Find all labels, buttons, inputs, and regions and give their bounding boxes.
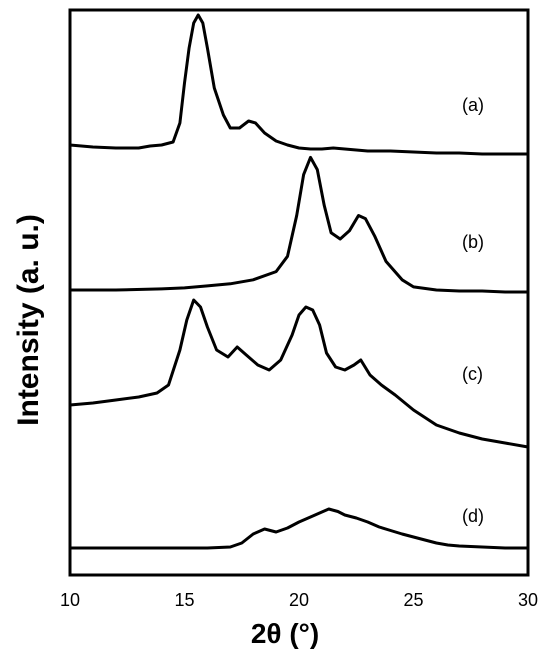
series-b-line: [68, 155, 530, 294]
series-label-c: (c): [462, 364, 483, 384]
series-c-line: [68, 298, 530, 449]
series-label-d: (d): [462, 506, 484, 526]
series-d-line: [68, 507, 530, 550]
series-group: [68, 13, 530, 550]
x-axis-title: 2θ (°): [251, 618, 319, 649]
x-tick-label: 10: [60, 590, 80, 610]
x-tick-label: 25: [403, 590, 423, 610]
x-tick-labels: 10 15 20 25 30: [60, 590, 538, 610]
x-tick-label: 20: [289, 590, 309, 610]
series-labels: (a) (b) (c) (d): [462, 95, 484, 526]
series-label-b: (b): [462, 232, 484, 252]
series-a-line: [68, 13, 530, 156]
series-label-a: (a): [462, 95, 484, 115]
y-axis-title: Intensity (a. u.): [12, 214, 45, 426]
x-tick-label: 30: [518, 590, 538, 610]
x-tick-label: 15: [174, 590, 194, 610]
